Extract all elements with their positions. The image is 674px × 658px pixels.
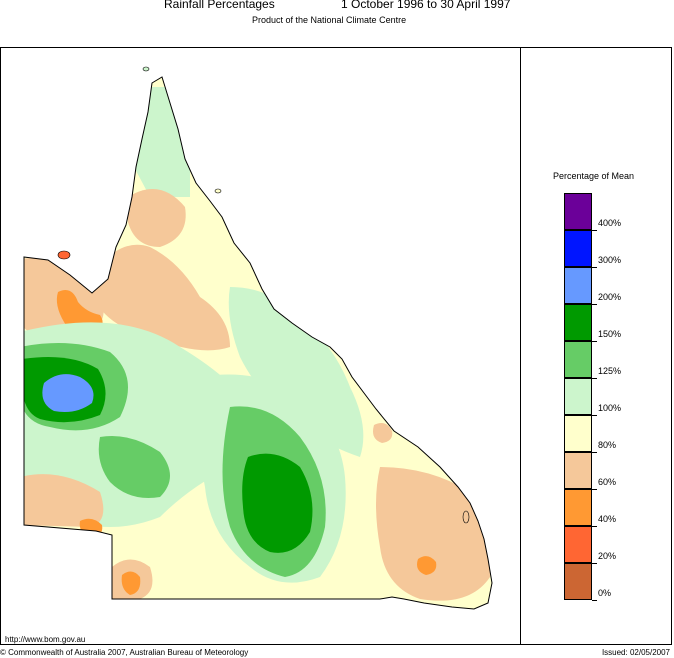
legend-swatch bbox=[564, 378, 592, 415]
legend-swatch bbox=[564, 341, 592, 378]
legend-label: 125% bbox=[598, 365, 622, 376]
legend-swatch bbox=[564, 193, 592, 230]
legend-label: 40% bbox=[598, 513, 617, 524]
legend-tick bbox=[592, 415, 597, 416]
legend-tick bbox=[592, 600, 597, 601]
legend-label: 150% bbox=[598, 328, 622, 339]
legend-tick bbox=[592, 230, 597, 231]
legend-swatch bbox=[564, 452, 592, 489]
legend-tick bbox=[592, 341, 597, 342]
queensland-rainfall-map bbox=[23, 66, 493, 610]
legend-label: 0% bbox=[598, 587, 612, 598]
legend-swatch bbox=[564, 489, 592, 526]
legend-swatch bbox=[564, 563, 592, 600]
legend-swatch bbox=[564, 230, 592, 267]
copyright-text: © Commonwealth of Australia 2007, Austra… bbox=[0, 648, 249, 657]
legend-label: 300% bbox=[598, 254, 622, 265]
legend-tick bbox=[592, 378, 597, 379]
legend-tick bbox=[592, 304, 597, 305]
map-subtitle: Product of the National Climate Centre bbox=[252, 15, 407, 25]
legend-label: 20% bbox=[598, 550, 617, 561]
island bbox=[57, 250, 71, 260]
map-period: 1 October 1996 to 30 April 1997 bbox=[341, 0, 511, 11]
map-frame bbox=[0, 47, 672, 645]
legend-tick bbox=[592, 526, 597, 527]
legend-title: Percentage of Mean bbox=[553, 171, 635, 181]
legend-swatch bbox=[564, 304, 592, 341]
legend-swatch bbox=[564, 267, 592, 304]
island bbox=[462, 510, 470, 524]
legend-label: 100% bbox=[598, 402, 622, 413]
footer-url[interactable]: http://www.bom.gov.au bbox=[5, 635, 86, 644]
legend-tick bbox=[592, 563, 597, 564]
map-title: Rainfall Percentages bbox=[164, 0, 275, 11]
legend-label: 60% bbox=[598, 476, 617, 487]
legend-tick bbox=[592, 489, 597, 490]
legend-label: 200% bbox=[598, 291, 622, 302]
legend-swatch bbox=[564, 415, 592, 452]
legend-label: 80% bbox=[598, 439, 617, 450]
island bbox=[214, 188, 222, 194]
state-outline bbox=[23, 76, 493, 610]
island bbox=[142, 66, 150, 72]
rainfall-zones bbox=[24, 77, 492, 609]
legend-tick bbox=[592, 267, 597, 268]
legend-tick bbox=[592, 452, 597, 453]
legend-divider bbox=[520, 47, 521, 645]
issued-date: Issued: 02/05/2007 bbox=[601, 648, 670, 657]
legend-label: 400% bbox=[598, 217, 622, 228]
legend-swatch bbox=[564, 526, 592, 563]
